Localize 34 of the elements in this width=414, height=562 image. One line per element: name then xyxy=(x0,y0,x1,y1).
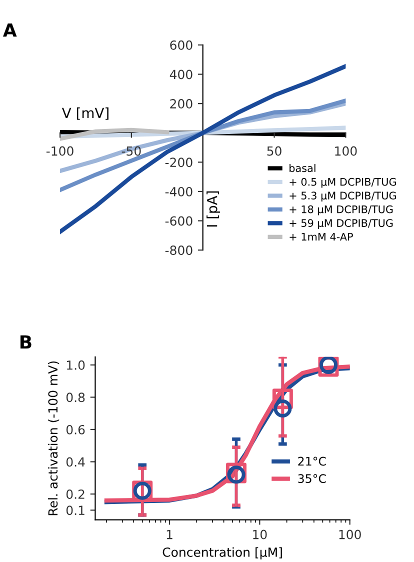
x-tick-label: 100 xyxy=(339,530,361,540)
y-tick-label: 0.6 xyxy=(66,424,85,434)
x-axis-title: V [mV] xyxy=(62,107,108,120)
y-tick-label: 1.0 xyxy=(66,360,85,370)
chart-title: B xyxy=(20,335,32,349)
y-tick-label: 0.4 xyxy=(66,457,85,467)
y-tick-label: -800 xyxy=(165,246,192,256)
y-tick-label: -200 xyxy=(165,158,192,168)
y-axis-title: Rel. activation (-100 mV) xyxy=(48,361,60,516)
legend-label: 21°C xyxy=(298,456,326,466)
y-tick-label: -600 xyxy=(165,216,192,226)
legend-label: + 5.3 µM DCPIB/TUG xyxy=(290,192,396,202)
y-tick-label: 400 xyxy=(170,70,192,80)
y-tick-label: 200 xyxy=(170,99,192,108)
x-tick-label: 100 xyxy=(335,146,357,156)
legend-label: basal xyxy=(290,164,316,172)
x-tick-label: -50 xyxy=(122,146,141,156)
x-tick-label: 50 xyxy=(267,146,282,156)
x-axis-title: Concentration [µM] xyxy=(162,547,282,560)
legend-label: 35°C xyxy=(298,474,326,484)
y-tick-label: 600 xyxy=(170,40,192,50)
chart-title: A xyxy=(2,23,17,37)
x-tick-label: 1 xyxy=(166,530,172,540)
legend-label: + 59 µM DCPIB/TUG xyxy=(290,219,393,229)
legend-label: + 0.5 µM DCPIB/TUG xyxy=(290,178,396,188)
y-tick-label: 0.2 xyxy=(66,490,84,499)
legend-label: + 1mM 4-AP xyxy=(290,232,353,241)
x-tick-label: 10 xyxy=(253,530,267,540)
y-axis-title: I [pA] xyxy=(206,191,220,227)
legend-label: + 18 µM DCPIB/TUG xyxy=(290,205,393,216)
y-tick-label: 0.8 xyxy=(66,392,85,402)
y-tick-label: -400 xyxy=(165,186,192,196)
x-tick-label: -100 xyxy=(46,146,74,156)
y-tick-label: 0.1 xyxy=(66,506,84,516)
